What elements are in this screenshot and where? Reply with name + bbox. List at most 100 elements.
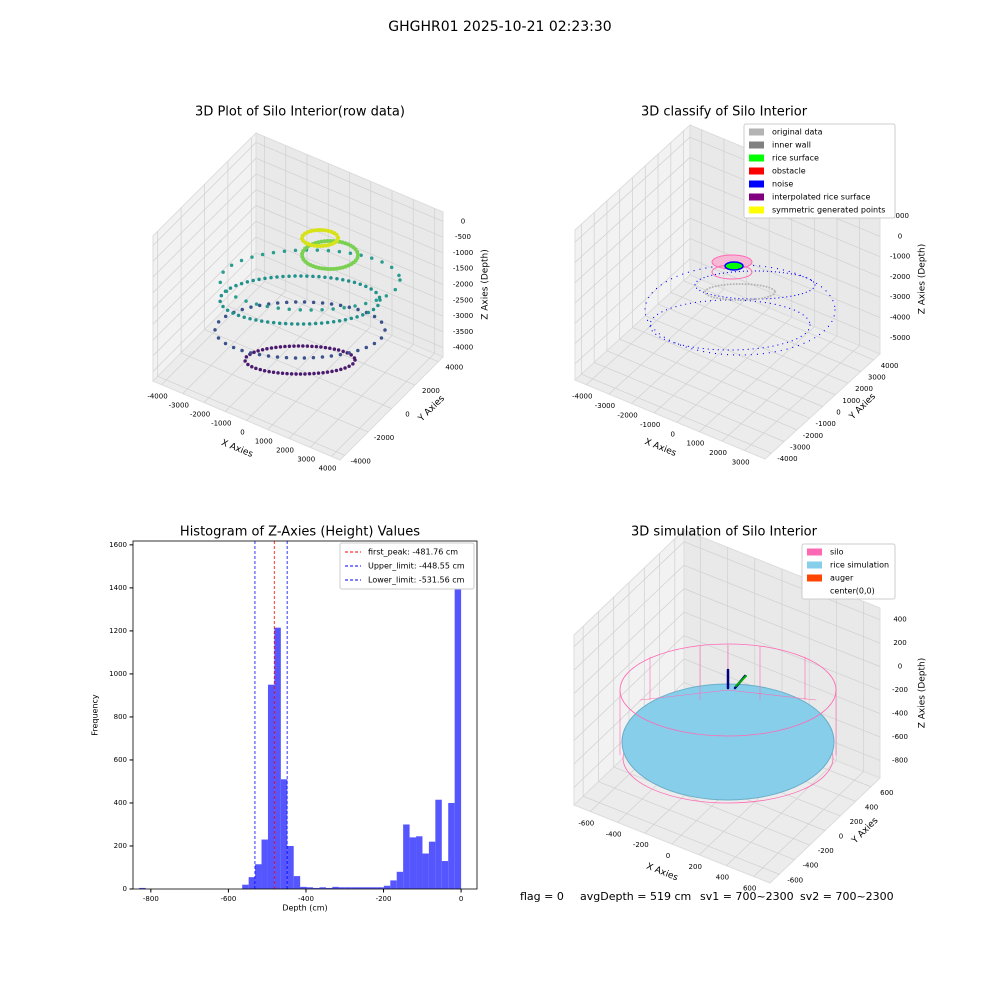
wireframe (619, 644, 837, 756)
legend-label: rice surface (772, 154, 819, 163)
grid-line (619, 338, 810, 419)
x-tick-label: -1000 (640, 421, 660, 429)
z-axis-label: Z Axies (Depth) (918, 658, 928, 729)
scatter-cloud (300, 239, 360, 271)
rice-surface (621, 683, 835, 801)
bar (293, 876, 301, 889)
grid-line (574, 197, 691, 304)
y-tick-label: 400 (865, 803, 878, 811)
bar (267, 684, 275, 889)
x-tick-label: 1000 (255, 437, 273, 445)
x-tick-label: 3000 (732, 459, 750, 467)
bar (428, 841, 436, 889)
grid-line (683, 280, 874, 361)
z-tick-label: -600 (892, 733, 908, 741)
bar (454, 557, 462, 889)
z-tick-label: -200 (892, 686, 908, 694)
auger (735, 675, 747, 687)
y-tick-label: 1000 (109, 670, 127, 678)
bar (377, 887, 384, 889)
y-tick-label: 4000 (881, 362, 899, 370)
grid-line (255, 142, 444, 222)
x-tick-label: 0 (671, 430, 675, 438)
bar (409, 837, 417, 889)
x-tick-label: -2000 (617, 412, 637, 420)
y-tick-label: -4000 (351, 457, 371, 465)
y-tick-label: -200 (818, 847, 834, 855)
y-tick-label: -4000 (777, 455, 797, 463)
x-tick-label: 4000 (319, 464, 337, 472)
z-tick-label: -5000 (890, 334, 910, 342)
bar (358, 887, 365, 889)
bar (345, 887, 352, 889)
legend-swatch (749, 206, 764, 214)
grid-line (689, 238, 881, 318)
y-tick-label: 3000 (868, 374, 886, 382)
scatter-cloud (704, 283, 776, 301)
x-tick-label: 200 (689, 863, 702, 871)
grid-line (574, 238, 691, 344)
bar (441, 861, 449, 889)
grid-line (152, 205, 257, 309)
y-tick-label: 400 (114, 799, 127, 807)
grid-line (574, 217, 691, 324)
grid-line (573, 564, 685, 671)
y-tick-label: -2000 (803, 432, 823, 440)
x-tick-label: -1000 (211, 420, 231, 428)
z-tick-label: -3000 (890, 293, 910, 301)
grid-line (581, 373, 772, 454)
x-tick-label: 600 (743, 885, 756, 893)
grid-line (255, 189, 444, 270)
bar (261, 839, 268, 889)
grid-line (573, 588, 685, 694)
legend-box (743, 123, 896, 219)
y-tick-label: 1200 (109, 627, 127, 635)
y-tick-label: 200 (850, 818, 863, 826)
legend-swatch (749, 141, 764, 149)
z-tick-label: -500 (455, 233, 471, 241)
x-tick-label: -400 (606, 830, 622, 838)
grid-line (255, 220, 444, 301)
legend-swatch (749, 128, 764, 136)
x-tick-label: -600 (578, 820, 594, 828)
bar (313, 887, 320, 889)
x-tick-label: 2000 (276, 446, 294, 454)
grid-line (152, 236, 257, 341)
x-tick-label: 2000 (709, 449, 727, 457)
legend-label: Lower_limit: -531.56 cm (368, 576, 465, 585)
z-axis-label: Z Axies (Depth) (918, 244, 928, 315)
z-tick-label: -4000 (890, 314, 910, 322)
chart-title: 3D Plot of Silo Interior(row data) (195, 105, 405, 120)
grid-line (573, 541, 685, 647)
legend-swatch (749, 167, 764, 175)
legend-label: center(0,0) (830, 587, 875, 596)
x-tick-label: 0 (666, 852, 670, 860)
grid-line (152, 268, 257, 372)
x-tick-label: -600 (220, 895, 236, 903)
z-tick-label: 0 (461, 217, 465, 225)
grid-line (606, 350, 798, 431)
grid-line (613, 766, 810, 846)
grid-line (689, 217, 881, 298)
grid-line (573, 635, 685, 741)
grid-line (152, 252, 257, 357)
y-tick-label: 2000 (855, 385, 873, 393)
legend-label: original data (772, 128, 823, 137)
legend-label: first_peak: -481.76 cm (368, 548, 458, 557)
status: flag = 0 (520, 890, 564, 903)
bar (248, 877, 256, 889)
z-axis-label: Z Axies (Depth) (481, 249, 491, 320)
grid-line (152, 142, 257, 246)
grid-line (645, 315, 836, 396)
bar (448, 802, 455, 889)
x-tick-label: -200 (633, 841, 649, 849)
status: avgDepth = 519 cm (580, 890, 691, 903)
scatter-cloud (300, 228, 340, 248)
grid-line (574, 157, 691, 263)
x-tick-label: -4000 (147, 393, 167, 401)
y-tick-label: -400 (802, 862, 818, 870)
bar (370, 887, 378, 889)
scatter-cloud (644, 264, 836, 356)
z-tick-label: -2000 (890, 273, 910, 281)
y-tick-label: -600 (787, 876, 803, 884)
